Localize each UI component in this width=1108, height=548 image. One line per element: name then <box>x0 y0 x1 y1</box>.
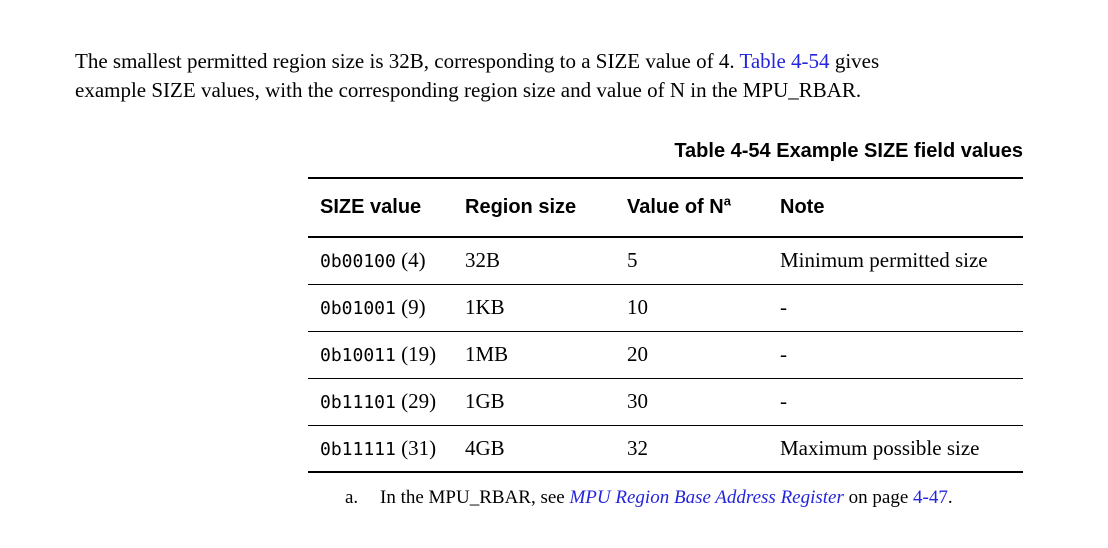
cell-region-size: 1GB <box>453 378 615 426</box>
footnote-period: . <box>947 487 953 508</box>
size-value-decimal: (29) <box>401 389 437 413</box>
table-row: 0b10011 (19) 1MB 20 - <box>308 331 1023 379</box>
page-4-47-link[interactable]: 4-47 <box>913 487 948 508</box>
table-4-54-link[interactable]: Table 4-54 <box>739 49 830 73</box>
footnote-text-before-link: In the MPU_RBAR, see <box>380 487 570 508</box>
table-row: 0b01001 (9) 1KB 10 - <box>308 284 1023 332</box>
size-value-decimal: (19) <box>401 342 437 366</box>
size-value-binary: 0b01001 <box>320 298 396 319</box>
size-field-values-table: SIZE value Region size Value of Na Note … <box>308 177 1023 473</box>
size-value-binary: 0b00100 <box>320 251 396 273</box>
footnote-text-middle: on page <box>843 487 914 508</box>
cell-value-of-n: 10 <box>615 284 768 332</box>
cell-value-of-n: 30 <box>615 378 768 426</box>
cell-region-size: 32B <box>453 237 615 285</box>
size-value-binary: 0b11101 <box>320 392 396 413</box>
paragraph-text-before-link: The smallest permitted region size is 32… <box>75 49 740 73</box>
cell-note: Minimum permitted size <box>768 237 1023 285</box>
table-header-row: SIZE value Region size Value of Na Note <box>308 178 1023 238</box>
size-value-decimal: (9) <box>401 295 426 319</box>
footnote-reference-superscript: a <box>723 193 731 209</box>
cell-note: - <box>768 331 1023 379</box>
column-header-region-size: Region size <box>453 178 615 238</box>
footnote-marker: a. <box>345 487 359 508</box>
cell-region-size: 1MB <box>453 331 615 379</box>
size-value-decimal: (4) <box>401 248 426 273</box>
mpu-region-base-address-register-link[interactable]: MPU Region Base Address Register <box>569 487 844 508</box>
cell-value-of-n: 20 <box>615 331 768 379</box>
table-row: 0b00100 (4) 32B 5 Minimum permitted size <box>308 237 1023 285</box>
size-value-decimal: (31) <box>401 435 437 460</box>
column-header-value-of-n: Value of Na <box>615 178 768 238</box>
cell-value-of-n: 32 <box>615 425 768 473</box>
cell-note: Maximum possible size <box>768 425 1023 473</box>
column-header-size-value: SIZE value <box>308 178 453 238</box>
cell-value-of-n: 5 <box>615 237 768 285</box>
body-paragraph: The smallest permitted region size is 32… <box>75 47 1055 105</box>
column-header-note: Note <box>768 178 1023 238</box>
cell-note: - <box>768 284 1023 332</box>
cell-size-value: 0b11111 (31) <box>308 425 453 473</box>
size-value-binary: 0b10011 <box>320 345 396 366</box>
table-row: 0b11111 (31) 4GB 32 Maximum possible siz… <box>308 425 1023 473</box>
cell-size-value: 0b01001 (9) <box>308 284 453 332</box>
cell-note: - <box>768 378 1023 426</box>
table-row: 0b11101 (29) 1GB 30 - <box>308 378 1023 426</box>
paragraph-line-2: example SIZE values, with the correspond… <box>75 78 862 102</box>
cell-size-value: 0b11101 (29) <box>308 378 453 426</box>
cell-size-value: 0b00100 (4) <box>308 237 453 285</box>
table-footnote: a. In the MPU_RBAR, see MPU Region Base A… <box>345 487 953 509</box>
table-title: Table 4-54 Example SIZE field values <box>674 140 1023 162</box>
size-value-binary: 0b11111 <box>320 438 396 460</box>
paragraph-text-after-link: gives <box>829 49 880 73</box>
cell-region-size: 4GB <box>453 425 615 473</box>
cell-region-size: 1KB <box>453 284 615 332</box>
cell-size-value: 0b10011 (19) <box>308 331 453 379</box>
paragraph-line-1: The smallest permitted region size is 32… <box>75 47 1055 76</box>
